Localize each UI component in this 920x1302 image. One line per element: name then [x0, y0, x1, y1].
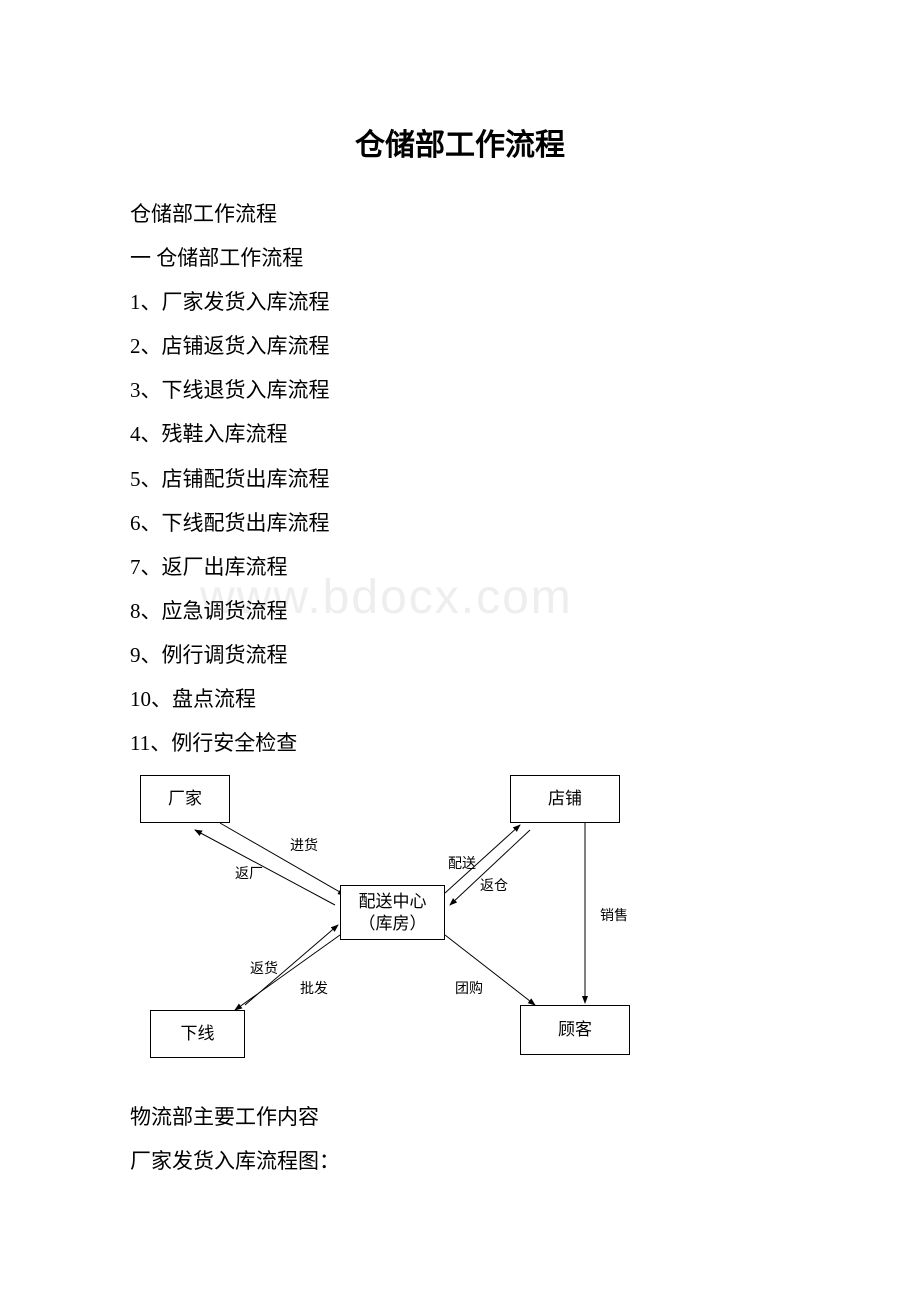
node-downline: 下线 — [150, 1010, 245, 1058]
page-title: 仓储部工作流程 — [130, 120, 790, 164]
list-item: 3、下线退货入库流程 — [130, 368, 790, 412]
footer-line-1: 物流部主要工作内容 — [130, 1095, 790, 1139]
node-factory: 厂家 — [140, 775, 230, 823]
footer-line-2: 厂家发货入库流程图： — [130, 1139, 790, 1183]
node-center: 配送中心 （库房） — [340, 885, 445, 940]
list-item: 4、残鞋入库流程 — [130, 412, 790, 456]
list-item: 10、盘点流程 — [130, 677, 790, 721]
subtitle: 仓储部工作流程 — [130, 192, 790, 236]
node-store: 店铺 — [510, 775, 620, 823]
edge-label-fancang: 返仓 — [480, 875, 508, 895]
footer-section: 物流部主要工作内容 厂家发货入库流程图： — [130, 1095, 790, 1183]
edge-label-peisong: 配送 — [448, 853, 476, 873]
edge-label-xiaoshou: 销售 — [600, 905, 628, 925]
list-item: 6、下线配货出库流程 — [130, 501, 790, 545]
list-item: 5、店铺配货出库流程 — [130, 457, 790, 501]
list-item: 8、应急调货流程 — [130, 589, 790, 633]
edge-label-jinhou: 进货 — [290, 835, 318, 855]
edge-label-pifa: 批发 — [300, 978, 328, 998]
document-content: 仓储部工作流程 仓储部工作流程 一 仓储部工作流程 1、厂家发货入库流程 2、店… — [130, 120, 790, 1183]
edge-label-tuangou: 团购 — [455, 978, 483, 998]
flowchart-diagram: 厂家 店铺 配送中心 （库房） 下线 顾客 进货 返厂 配送 返仓 返货 批发 … — [140, 775, 700, 1075]
edge-label-fanchang: 返厂 — [235, 863, 263, 883]
node-customer: 顾客 — [520, 1005, 630, 1055]
list-item: 7、返厂出库流程 — [130, 545, 790, 589]
list-item: 2、店铺返货入库流程 — [130, 324, 790, 368]
list-item: 1、厂家发货入库流程 — [130, 280, 790, 324]
edge-label-fanhuo: 返货 — [250, 958, 278, 978]
list-item: 9、例行调货流程 — [130, 633, 790, 677]
section-heading: 一 仓储部工作流程 — [130, 236, 790, 280]
list-item: 11、例行安全检查 — [130, 721, 790, 765]
